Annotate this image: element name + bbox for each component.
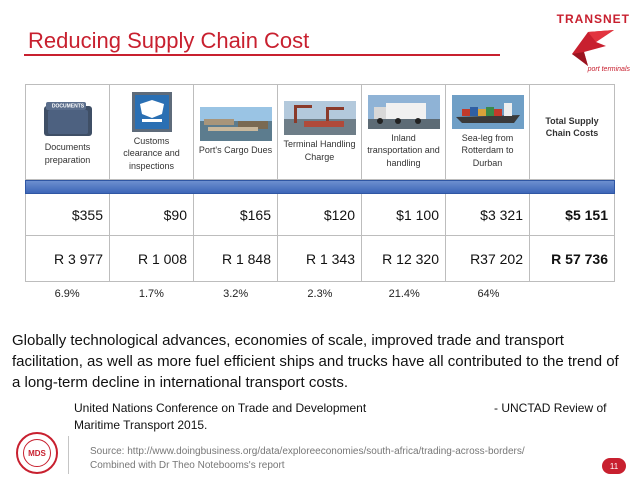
- page-number-badge: 11: [602, 458, 626, 474]
- zar-row: R 3 977 R 1 008 R 1 848 R 1 343 R 12 320…: [25, 236, 615, 282]
- zar-cell: R 3 977: [26, 236, 110, 281]
- zar-total-cell: R 57 736: [551, 250, 608, 267]
- citation-org: United Nations Conference on Trade and D…: [74, 401, 367, 415]
- cost-table: DOCUMENTS Documents preparation Customs …: [25, 84, 615, 306]
- percent-cell: 6.9%: [54, 288, 80, 300]
- percent-cell: 1.7%: [138, 288, 164, 300]
- header-total: Total Supply Chain Costs: [530, 85, 614, 179]
- citation-review: - UNCTAD Review of: [494, 401, 607, 415]
- zar-cell: R 1 008: [110, 236, 194, 281]
- doc-icon-label: DOCUMENTS: [51, 104, 84, 110]
- title-underline: [24, 54, 500, 56]
- percent-row: 6.9% 1.7% 3.2% 2.3% 21.4% 64%: [25, 282, 615, 306]
- usd-cell: $1 100: [362, 194, 446, 235]
- transnet-logo: TRANSNET port terminals: [530, 12, 630, 82]
- container-ship-photo: [451, 95, 524, 130]
- percent-cell: 21.4%: [388, 288, 420, 300]
- usd-total-cell: $5 151: [565, 206, 608, 223]
- percent-cell-empty: [531, 282, 615, 306]
- port-photo: [199, 107, 272, 142]
- documents-folder-icon: DOCUMENTS: [43, 102, 92, 137]
- header-customs: Customs clearance and inspections: [110, 85, 194, 179]
- percent-cell: 3.2%: [223, 288, 249, 300]
- header-terminal-handling: Terminal Handling Charge: [278, 85, 362, 179]
- badge-text: MDS: [23, 439, 51, 467]
- usd-cell: $165: [194, 194, 278, 235]
- source-line-2: Combined with Dr Theo Notebooms's report: [90, 460, 285, 471]
- percent-cell: 64%: [477, 288, 500, 300]
- header-cargo-dues: Port's Cargo Dues: [194, 85, 278, 179]
- header-inland-transport: Inland transportation and handling: [362, 85, 446, 179]
- truck-photo: [367, 95, 440, 130]
- header-documents: DOCUMENTS Documents preparation: [26, 85, 110, 179]
- zar-cell: R 1 848: [194, 236, 278, 281]
- citation-line2: Maritime Transport 2015.: [74, 418, 208, 432]
- usd-row: $355 $90 $165 $120 $1 100 $3 321 $5 151: [25, 194, 615, 236]
- usd-cell: $3 321: [446, 194, 530, 235]
- slide-title: Reducing Supply Chain Cost: [28, 28, 310, 53]
- body-paragraph: Globally technological advances, economi…: [12, 332, 619, 391]
- customs-icon: [131, 92, 172, 133]
- usd-cell: $120: [278, 194, 362, 235]
- header-label: Customs clearance and inspections: [123, 136, 180, 171]
- zar-cell: R 1 343: [278, 236, 362, 281]
- source-line-1: Source: http://www.doingbusiness.org/dat…: [90, 446, 525, 457]
- zar-cell: R37 202: [446, 236, 530, 281]
- header-sea-leg: Sea-leg from Rotterdam to Durban: [446, 85, 530, 179]
- header-label: Documents preparation: [44, 142, 91, 165]
- mds-badge-icon: MDS: [16, 432, 58, 474]
- header-label: Inland transportation and handling: [367, 133, 440, 168]
- usd-cell: $90: [110, 194, 194, 235]
- percent-cell: 2.3%: [307, 288, 333, 300]
- header-label: Terminal Handling Charge: [283, 139, 356, 162]
- logo-wordmark: TRANSNET: [556, 12, 630, 26]
- header-row: DOCUMENTS Documents preparation Customs …: [25, 84, 615, 180]
- zar-cell: R 12 320: [362, 236, 446, 281]
- header-label: Port's Cargo Dues: [198, 145, 273, 156]
- header-label: Sea-leg from Rotterdam to Durban: [461, 133, 514, 168]
- terminal-crane-photo: [283, 101, 356, 136]
- usd-cell: $355: [26, 194, 110, 235]
- header-label: Total Supply Chain Costs: [545, 116, 599, 139]
- source-divider: [68, 436, 69, 474]
- blue-divider-bar: [25, 180, 615, 194]
- transnet-emblem-icon: [572, 30, 614, 66]
- logo-subtitle: port terminals: [587, 66, 630, 73]
